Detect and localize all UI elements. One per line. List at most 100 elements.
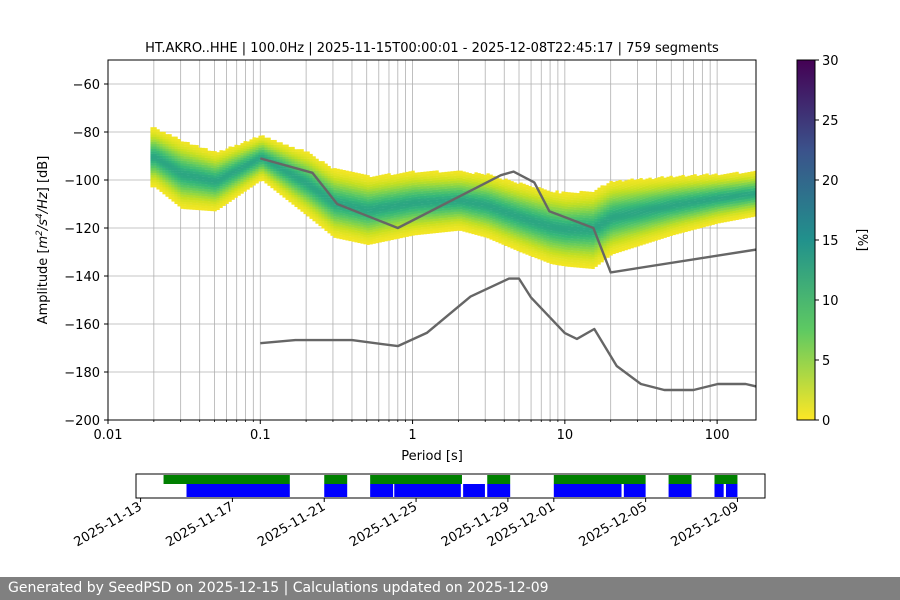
heatmap-cell (438, 191, 442, 195)
heatmap-cell (246, 165, 250, 169)
heatmap-cell (189, 207, 193, 210)
heatmap-cell (378, 237, 382, 241)
heatmap-cell (645, 224, 649, 227)
heatmap-cell (588, 256, 592, 260)
heatmap-cell (312, 168, 316, 171)
heatmap-cell (345, 204, 349, 207)
heatmap-cell (573, 204, 577, 208)
heatmap-cell (435, 211, 439, 214)
heatmap-cell (174, 196, 178, 200)
heatmap-cell (354, 196, 358, 200)
heatmap-cell (396, 224, 400, 227)
heatmap-cell (501, 186, 505, 190)
heatmap-cell (492, 211, 496, 215)
heatmap-cell (522, 200, 526, 204)
heatmap-cell (402, 208, 406, 212)
heatmap-cell (192, 207, 196, 210)
heatmap-cell (348, 219, 352, 222)
heatmap-cell (381, 186, 385, 190)
heatmap-cell (507, 187, 511, 190)
heatmap-cell (150, 129, 154, 133)
heatmap-cell (159, 162, 163, 166)
heatmap-cell (699, 220, 703, 224)
heatmap-cell (522, 190, 526, 194)
heatmap-cell (498, 228, 502, 232)
heatmap-cell (474, 210, 478, 214)
heatmap-cell (369, 241, 373, 245)
heatmap-cell (195, 161, 199, 165)
heatmap-cell (150, 156, 154, 159)
heatmap-cell (150, 148, 154, 152)
heatmap-cell (333, 187, 337, 190)
heatmap-cell (540, 209, 544, 213)
heatmap-cell (555, 233, 559, 237)
heatmap-cell (414, 211, 418, 214)
heatmap-cell (366, 175, 370, 178)
heatmap-cell (303, 209, 307, 212)
heatmap-cell (207, 160, 211, 163)
heatmap-cell (504, 236, 508, 239)
heatmap-cell (318, 194, 322, 198)
heatmap-cell (648, 208, 652, 212)
heatmap-cell (525, 242, 529, 246)
heatmap-cell (468, 204, 472, 207)
heatmap-cell (660, 233, 664, 237)
heatmap-cell (702, 179, 706, 182)
heatmap-cell (528, 222, 532, 225)
heatmap-cell (363, 224, 367, 228)
heatmap-cell (441, 227, 445, 230)
heatmap-cell (540, 207, 544, 211)
heatmap-cell (381, 174, 385, 178)
heatmap-cell (495, 210, 499, 214)
heatmap-cell (303, 194, 307, 198)
heatmap-cell (318, 173, 322, 176)
heatmap-cell (174, 136, 178, 140)
heatmap-cell (258, 150, 262, 153)
heatmap-cell (150, 141, 154, 145)
heatmap-cell (420, 207, 424, 211)
heatmap-cell (324, 199, 328, 203)
heatmap-cell (570, 235, 574, 239)
heatmap-cell (651, 229, 655, 233)
heatmap-cell (555, 243, 559, 246)
heatmap-cell (495, 196, 499, 199)
heatmap-cell (408, 185, 412, 189)
heatmap-cell (234, 192, 238, 196)
heatmap-cell (432, 194, 436, 198)
heatmap-cell (453, 216, 457, 220)
heatmap-cell (528, 248, 532, 252)
heatmap-cell (423, 188, 427, 192)
heatmap-cell (603, 195, 607, 198)
heatmap-cell (171, 186, 175, 190)
heatmap-cell (522, 210, 526, 213)
heatmap-cell (519, 201, 523, 205)
heatmap-cell (705, 211, 709, 215)
heatmap-cell (216, 188, 220, 191)
heatmap-cell (171, 160, 175, 164)
heatmap-cell (579, 190, 583, 194)
heatmap-cell (258, 169, 262, 172)
heatmap-cell (588, 263, 592, 267)
heatmap-cell (642, 225, 646, 228)
heatmap-cell (372, 212, 376, 216)
heatmap-cell (633, 199, 637, 202)
heatmap-cell (387, 209, 391, 212)
heatmap-cell (198, 171, 202, 175)
heatmap-cell (306, 165, 310, 169)
heatmap-cell (408, 176, 412, 179)
heatmap-cell (540, 253, 544, 256)
heatmap-cell (183, 187, 187, 190)
heatmap-cell (321, 180, 325, 183)
heatmap-cell (372, 231, 376, 235)
heatmap-cell (204, 196, 208, 199)
heatmap-cell (648, 192, 652, 195)
heatmap-cell (315, 197, 319, 200)
heatmap-cell (312, 213, 316, 217)
heatmap-cell (186, 158, 190, 162)
heatmap-cell (198, 205, 202, 208)
heatmap-cell (384, 224, 388, 227)
heatmap-cell (447, 212, 451, 215)
heatmap-cell (657, 205, 661, 209)
heatmap-cell (408, 188, 412, 191)
heatmap-cell (606, 216, 610, 220)
